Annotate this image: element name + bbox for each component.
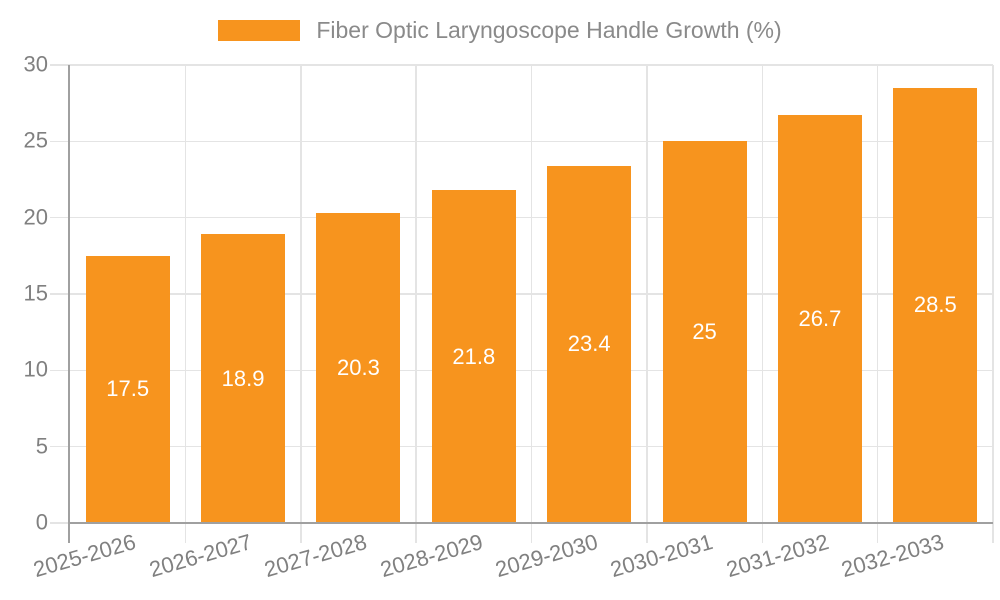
x-gridline bbox=[646, 65, 648, 543]
bar-value-label: 17.5 bbox=[106, 376, 150, 402]
bar-value-label: 25 bbox=[692, 319, 717, 345]
bar bbox=[85, 255, 170, 523]
bar-value-label: 23.4 bbox=[567, 331, 611, 357]
x-tick-label: 2027-2028 bbox=[261, 529, 370, 583]
y-gridline bbox=[50, 216, 993, 219]
bar bbox=[431, 190, 516, 523]
x-tick-label: 2029-2030 bbox=[492, 529, 601, 583]
y-tick-label: 5 bbox=[35, 433, 48, 459]
legend-color-swatch bbox=[218, 20, 301, 42]
bar-value-label: 20.3 bbox=[337, 355, 380, 381]
bar bbox=[316, 213, 401, 523]
bar bbox=[777, 115, 862, 523]
x-gridline bbox=[992, 65, 994, 543]
x-gridline bbox=[184, 65, 187, 543]
y-axis-tick bbox=[50, 522, 70, 524]
x-tick-label: 2032-2033 bbox=[838, 529, 947, 583]
x-tick-label: 2026-2027 bbox=[146, 529, 255, 583]
bar bbox=[201, 234, 286, 523]
bar-value-label: 18.9 bbox=[221, 365, 265, 391]
y-gridline bbox=[50, 445, 993, 448]
y-gridline bbox=[50, 140, 993, 143]
legend-series-label: Fiber Optic Laryngoscope Handle Growth (… bbox=[316, 17, 782, 43]
bar-value-label: 26.7 bbox=[798, 306, 842, 332]
x-gridline bbox=[530, 65, 533, 543]
y-tick-label: 25 bbox=[23, 127, 48, 153]
bar bbox=[662, 141, 747, 523]
y-tick-label: 10 bbox=[23, 356, 48, 382]
x-gridline bbox=[761, 65, 763, 543]
x-gridline bbox=[300, 65, 302, 543]
y-gridline bbox=[50, 64, 993, 66]
y-gridline bbox=[50, 293, 993, 295]
x-axis-line bbox=[68, 522, 993, 524]
x-tick-label: 2031-2032 bbox=[723, 529, 832, 583]
chart-legend[interactable]: Fiber Optic Laryngoscope Handle Growth (… bbox=[0, 17, 1000, 43]
bar bbox=[547, 165, 632, 523]
x-gridline bbox=[876, 65, 879, 543]
y-tick-label: 20 bbox=[23, 204, 48, 230]
bar bbox=[893, 87, 978, 523]
x-tick-label: 2028-2029 bbox=[377, 529, 486, 583]
bar-value-label: 28.5 bbox=[913, 292, 957, 318]
x-tick-label: 2030-2031 bbox=[607, 529, 716, 583]
y-axis-line bbox=[68, 65, 70, 543]
y-tick-label: 30 bbox=[23, 51, 48, 77]
y-gridline bbox=[50, 369, 993, 372]
y-tick-label: 15 bbox=[23, 280, 48, 306]
bar-value-label: 21.8 bbox=[452, 343, 496, 369]
x-tick-label: 2025-2026 bbox=[30, 529, 140, 583]
x-gridline bbox=[415, 65, 417, 543]
y-tick-label: 0 bbox=[35, 509, 48, 535]
